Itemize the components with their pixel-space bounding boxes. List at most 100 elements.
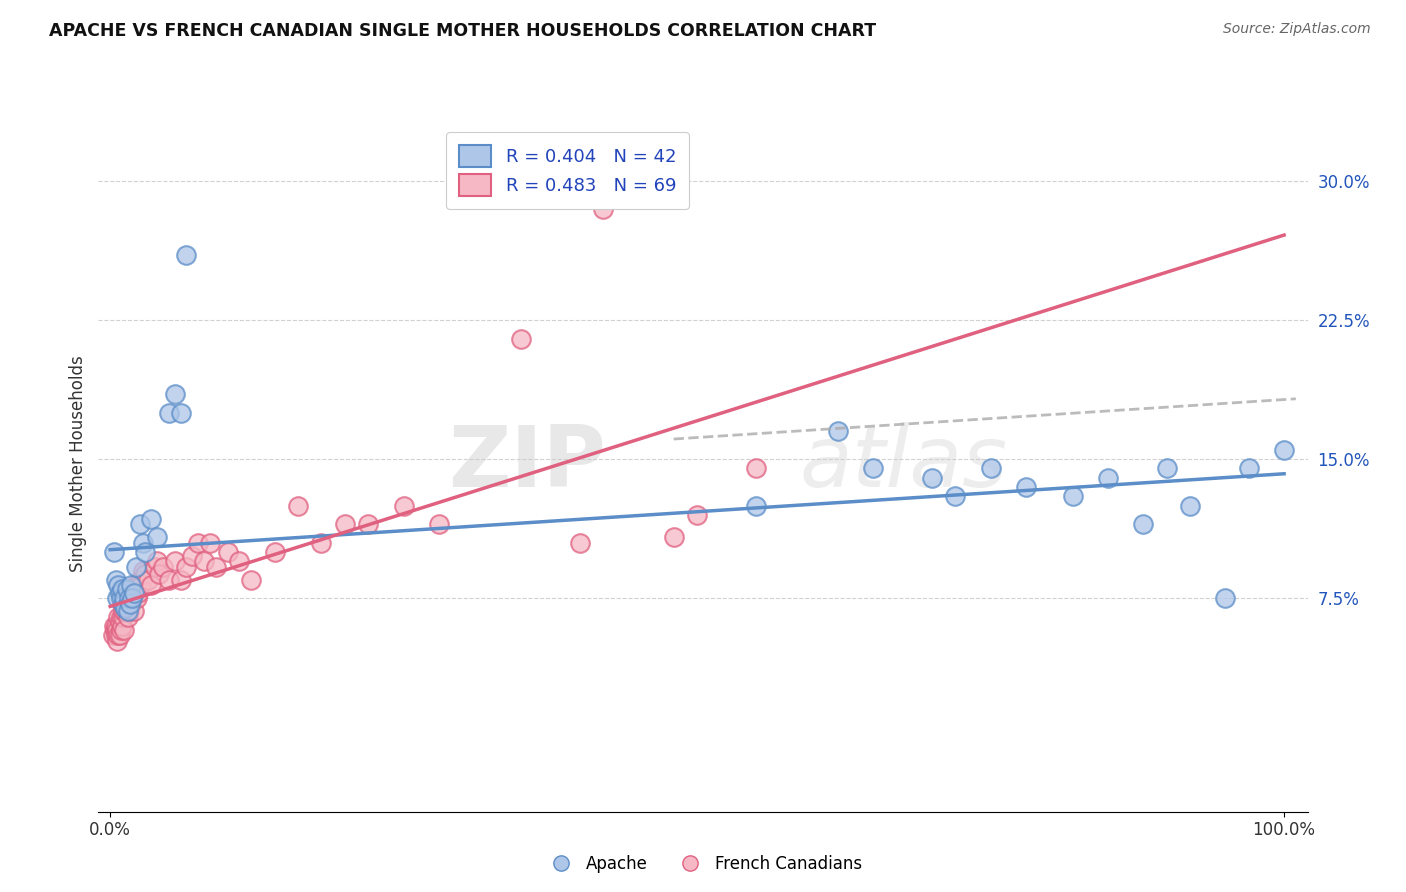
- Point: [104, 623, 127, 637]
- Point: [176, 559, 198, 574]
- Point: [240, 573, 263, 587]
- Point: [112, 623, 135, 637]
- Point: [181, 549, 204, 563]
- Point: [122, 586, 145, 600]
- Point: [110, 610, 132, 624]
- Point: [117, 604, 139, 618]
- Point: [111, 597, 134, 611]
- Text: APACHE VS FRENCH CANADIAN SINGLE MOTHER HOUSEHOLDS CORRELATION CHART: APACHE VS FRENCH CANADIAN SINGLE MOTHER …: [49, 22, 876, 40]
- Point: [112, 610, 135, 624]
- Point: [287, 499, 309, 513]
- Point: [112, 597, 135, 611]
- Point: [169, 573, 191, 587]
- Text: ZIP: ZIP: [449, 422, 606, 506]
- Point: [108, 628, 131, 642]
- Point: [117, 600, 139, 615]
- Point: [114, 600, 136, 615]
- Point: [1015, 480, 1038, 494]
- Point: [114, 591, 136, 606]
- Point: [134, 567, 156, 582]
- Point: [157, 406, 180, 420]
- Point: [103, 619, 125, 633]
- Point: [105, 591, 128, 606]
- Point: [136, 573, 159, 587]
- Point: [105, 628, 128, 642]
- Point: [745, 461, 768, 475]
- Point: [107, 628, 129, 642]
- Point: [198, 535, 221, 549]
- Point: [110, 623, 132, 637]
- Point: [827, 425, 849, 439]
- Point: [128, 573, 150, 587]
- Point: [132, 535, 155, 549]
- Point: [105, 623, 128, 637]
- Point: [193, 554, 215, 568]
- Point: [662, 530, 685, 544]
- Point: [152, 559, 174, 574]
- Point: [101, 628, 124, 642]
- Point: [217, 545, 239, 559]
- Point: [592, 202, 614, 216]
- Point: [263, 545, 285, 559]
- Point: [105, 619, 128, 633]
- Point: [1097, 471, 1119, 485]
- Point: [163, 387, 186, 401]
- Point: [127, 586, 149, 600]
- Point: [1237, 461, 1260, 475]
- Point: [568, 535, 591, 549]
- Point: [357, 517, 380, 532]
- Point: [157, 573, 180, 587]
- Point: [127, 591, 149, 606]
- Point: [112, 604, 135, 618]
- Point: [121, 591, 143, 606]
- Point: [141, 511, 163, 525]
- Point: [122, 604, 145, 618]
- Point: [124, 582, 146, 596]
- Point: [134, 545, 156, 559]
- Point: [125, 578, 148, 592]
- Point: [1062, 489, 1084, 503]
- Point: [333, 517, 356, 532]
- Point: [105, 573, 128, 587]
- Point: [921, 471, 943, 485]
- Point: [129, 578, 152, 592]
- Point: [945, 489, 967, 503]
- Point: [120, 597, 142, 611]
- Point: [112, 591, 135, 606]
- Point: [115, 582, 138, 596]
- Point: [176, 248, 198, 262]
- Point: [146, 554, 169, 568]
- Point: [117, 610, 139, 624]
- Point: [110, 591, 132, 606]
- Point: [111, 619, 134, 633]
- Point: [427, 517, 450, 532]
- Legend: Apache, French Canadians: Apache, French Canadians: [537, 848, 869, 880]
- Point: [187, 535, 209, 549]
- Text: atlas: atlas: [800, 422, 1008, 506]
- Point: [118, 604, 141, 618]
- Point: [132, 564, 155, 578]
- Point: [163, 554, 186, 568]
- Point: [105, 634, 128, 648]
- Point: [143, 559, 166, 574]
- Point: [228, 554, 250, 568]
- Point: [204, 559, 226, 574]
- Point: [862, 461, 884, 475]
- Point: [1156, 461, 1178, 475]
- Point: [121, 591, 143, 606]
- Point: [108, 615, 131, 630]
- Point: [118, 591, 141, 606]
- Point: [128, 517, 150, 532]
- Point: [107, 610, 129, 624]
- Point: [392, 499, 415, 513]
- Point: [108, 586, 131, 600]
- Point: [141, 578, 163, 592]
- Point: [1215, 591, 1237, 606]
- Point: [686, 508, 709, 522]
- Point: [111, 582, 134, 596]
- Point: [103, 545, 125, 559]
- Point: [980, 461, 1002, 475]
- Point: [120, 578, 142, 592]
- Point: [169, 406, 191, 420]
- Point: [146, 530, 169, 544]
